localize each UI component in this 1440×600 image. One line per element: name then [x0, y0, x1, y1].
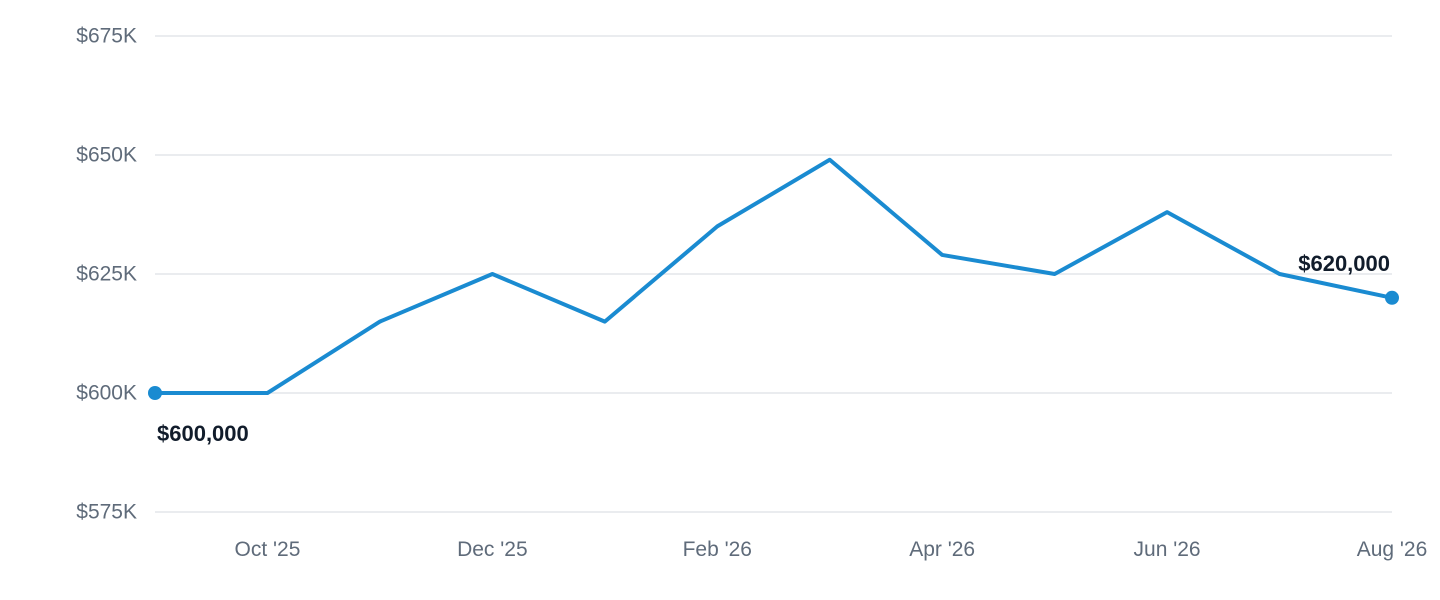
x-tick-label: Jun '26 — [1134, 538, 1201, 561]
x-tick-label: Apr '26 — [909, 538, 975, 561]
data-point — [148, 386, 162, 400]
y-tick-label: $625K — [76, 263, 137, 286]
data-label: $620,000 — [1298, 251, 1390, 276]
y-tick-label: $650K — [76, 144, 137, 167]
y-tick-label: $600K — [76, 382, 137, 405]
data-point — [1385, 290, 1399, 305]
x-tick-label: Feb '26 — [683, 538, 752, 561]
y-tick-label: $575K — [76, 501, 137, 524]
x-tick-label: Dec '25 — [457, 538, 528, 561]
data-label: $600,000 — [157, 421, 249, 446]
series-line — [153, 157, 1394, 395]
x-tick-label: Aug '26 — [1357, 538, 1428, 561]
y-tick-label: $675K — [76, 25, 137, 48]
x-tick-label: Oct '25 — [235, 538, 301, 561]
